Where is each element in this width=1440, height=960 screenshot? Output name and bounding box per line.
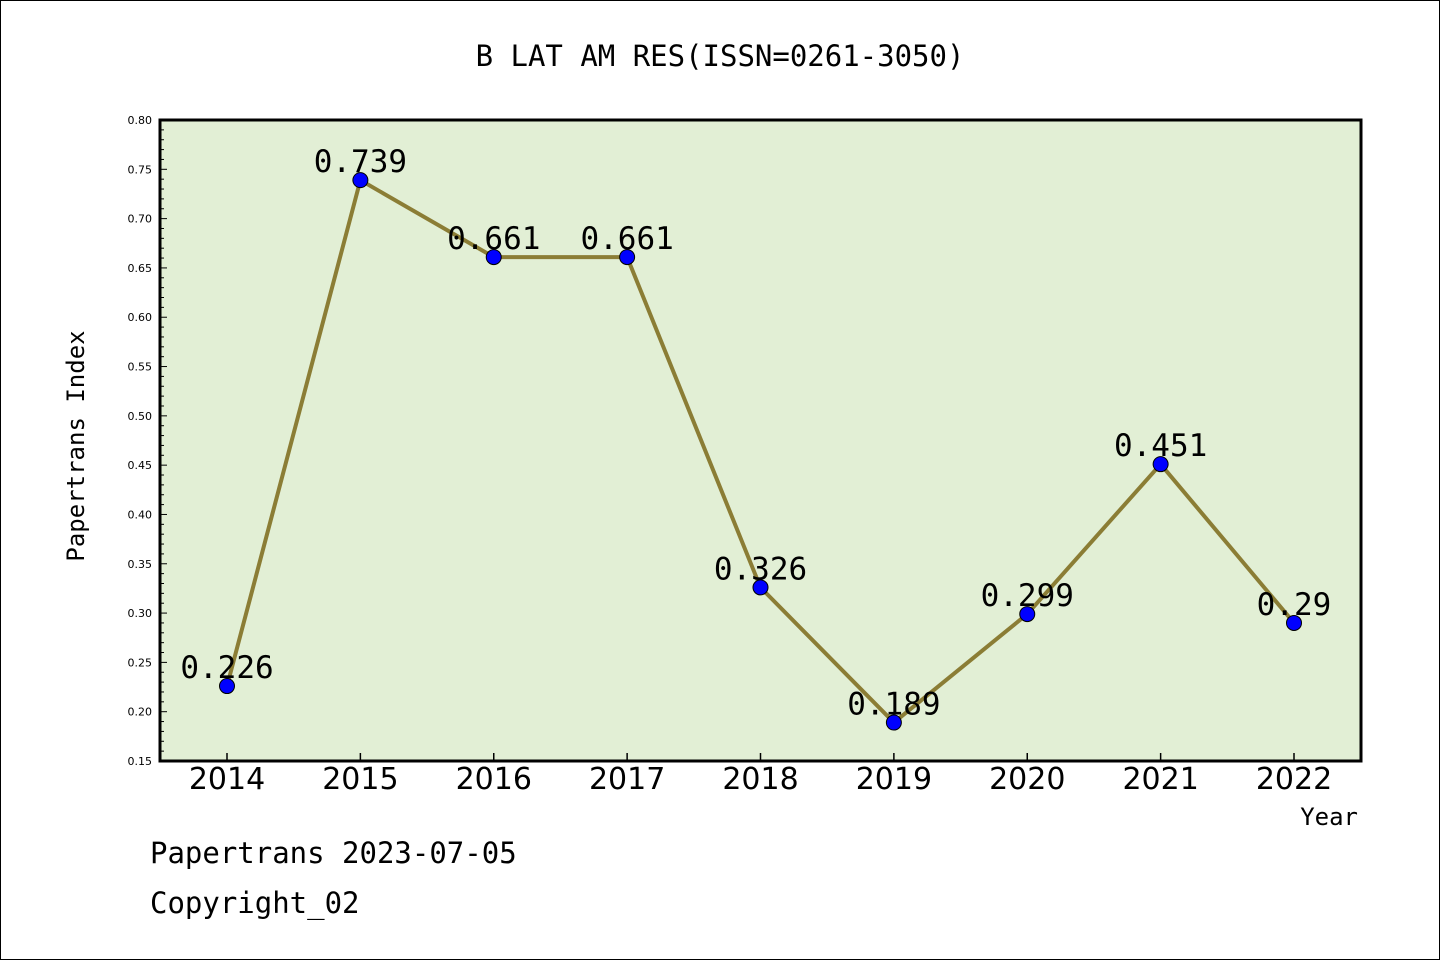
chart-title: B LAT AM RES(ISSN=0261-3050) (476, 39, 965, 73)
data-point (219, 678, 235, 695)
x-axis-ticks: 2014 2015 2016 2017 2018 2019 2020 2021 2022 (189, 753, 1332, 797)
x-tick-label: 2018 (722, 762, 798, 797)
data-label: 0.299 (981, 578, 1074, 614)
y-tick-label: 0.35 (128, 558, 153, 571)
y-tick-label: 0.45 (128, 459, 153, 472)
data-label: 0.451 (1114, 428, 1207, 464)
x-tick-label: 2021 (1122, 762, 1198, 797)
x-axis-label: Year (1300, 803, 1358, 831)
data-point (1286, 614, 1302, 631)
x-tick-label: 2020 (989, 762, 1065, 797)
plot-area (160, 120, 1361, 761)
y-tick-label: 0.60 (128, 311, 153, 324)
x-tick-label: 2014 (189, 762, 265, 797)
data-point (1019, 606, 1036, 623)
data-label: 0.661 (580, 221, 673, 257)
data-label: 0.189 (847, 687, 940, 723)
plot-border (158, 118, 1363, 763)
y-tick-label: 0.50 (128, 410, 153, 423)
y-tick-label: 0.30 (128, 607, 153, 620)
y-tick-label: 0.15 (128, 755, 153, 768)
data-label: 0.661 (447, 221, 540, 257)
footer-copyright: Copyright_02 (150, 886, 360, 921)
data-point (485, 249, 502, 266)
y-axis-ticks: 0.15 0.20 0.25 0.30 0.35 0.40 0.45 0.50 0.55 0.60… (128, 114, 167, 768)
y-tick-label: 0.40 (128, 508, 153, 521)
x-tick-label: 2022 (1256, 762, 1332, 797)
y-tick-label: 0.65 (128, 262, 153, 275)
data-point (885, 714, 902, 731)
y-tick-label: 0.55 (128, 361, 153, 374)
y-tick-label: 0.25 (128, 656, 153, 669)
data-label: 0.326 (714, 551, 807, 587)
y-tick-label: 0.20 (128, 706, 153, 719)
y-axis-label: Papertrans Index (62, 330, 90, 561)
y-tick-label: 0.80 (128, 114, 153, 127)
data-label: 0.226 (180, 650, 273, 686)
data-point (1152, 456, 1169, 473)
data-point (619, 249, 636, 266)
x-tick-label: 2019 (856, 762, 932, 797)
data-point (752, 579, 769, 596)
x-tick-label: 2015 (322, 762, 398, 797)
x-tick-label: 2016 (456, 762, 532, 797)
data-label: 0.29 (1257, 587, 1332, 623)
x-tick-label: 2017 (589, 762, 665, 797)
series-line (219, 172, 1302, 731)
data-label: 0.739 (314, 144, 407, 180)
y-tick-label: 0.75 (128, 163, 153, 176)
footer-date: Papertrans 2023-07-05 (150, 836, 517, 870)
data-point (352, 172, 369, 189)
data-labels: 0.226 0.739 0.661 0.661 0.326 0.189 0.299 0.451… (180, 144, 1331, 722)
y-tick-label: 0.70 (128, 213, 153, 226)
